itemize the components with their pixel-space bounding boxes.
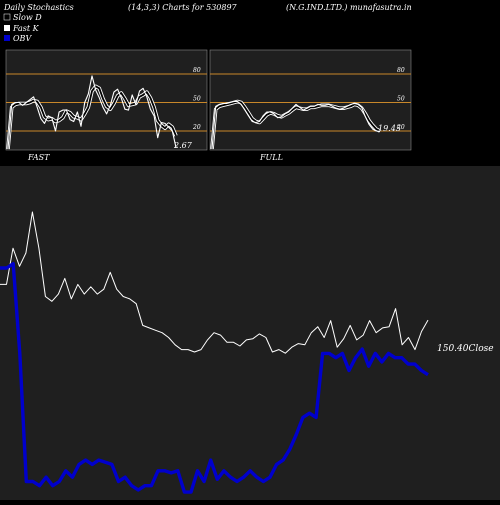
full-series xyxy=(210,99,381,150)
fast-level-label-80: 80 xyxy=(193,67,201,74)
fast-series xyxy=(6,75,178,150)
full-series-fast-k xyxy=(211,100,381,150)
price-obv-series xyxy=(0,211,429,494)
fast-last-value: 2.67 xyxy=(173,141,193,150)
full-last-value: 19.45 xyxy=(378,124,401,133)
fast-level-label-20: 20 xyxy=(192,124,201,131)
series-obv xyxy=(0,262,429,494)
fast-panel-label: FAST xyxy=(27,153,50,162)
full-level-lines: 80 50 20 xyxy=(210,67,411,132)
legend-swatch-fast-k xyxy=(4,25,10,31)
fast-panel: 80 50 20 2.67 xyxy=(5,49,208,151)
price-obv-panel-bg xyxy=(0,166,500,500)
chart-params: (14,3,3) Charts for 530897 xyxy=(128,3,238,12)
legend-label-fast-k: Fast K xyxy=(12,24,40,33)
legend-label-slow-d: Slow D xyxy=(13,13,42,22)
legend-swatch-slow-d xyxy=(3,13,11,21)
full-level-label-20: 20 xyxy=(396,124,405,131)
full-series-slow-d xyxy=(211,100,381,150)
chart-title: Daily Stochastics xyxy=(3,3,74,12)
full-panel-label: FULL xyxy=(259,153,283,162)
full-level-label-80: 80 xyxy=(397,67,405,74)
close-label: 150.40Close xyxy=(437,344,494,354)
full-panel: 80 50 20 19.45 xyxy=(209,49,412,151)
fast-series-fast-k xyxy=(7,75,177,150)
full-level-label-50: 50 xyxy=(397,96,405,103)
series-close xyxy=(0,211,429,354)
legend-label-obv: OBV xyxy=(13,34,32,43)
legend-swatch-obv xyxy=(4,35,10,41)
fast-level-label-50: 50 xyxy=(193,96,201,103)
legend: Slow D Fast K OBV xyxy=(3,13,42,43)
fast-series-slow-d xyxy=(7,85,177,150)
price-obv-panel: 150.40Close xyxy=(0,166,500,500)
full-panel-frame xyxy=(209,49,412,151)
chart-company: (N.G.IND.LTD.) munafasutra.in xyxy=(286,3,412,12)
